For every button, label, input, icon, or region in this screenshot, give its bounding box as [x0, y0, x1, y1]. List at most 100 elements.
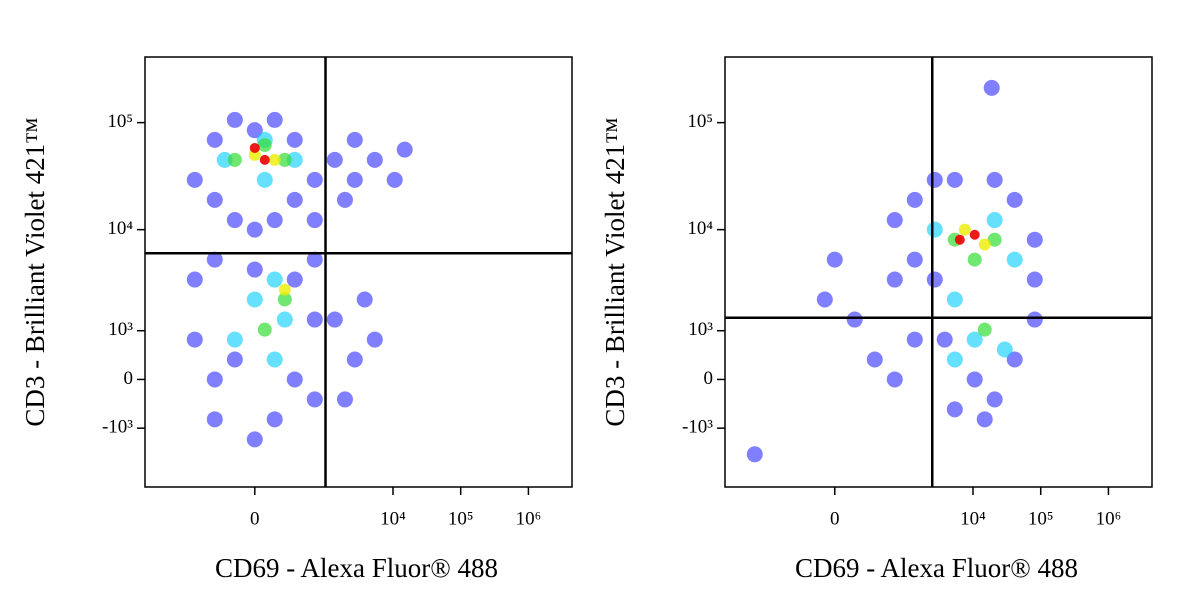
x-tick-label: 10⁵: [448, 508, 474, 529]
plot-frame: [724, 56, 1153, 488]
event-dot: [286, 151, 303, 168]
event-dot: [906, 331, 923, 348]
event-dot: [266, 271, 283, 288]
event-dot: [336, 391, 353, 408]
y-tick-label: 10³: [108, 319, 133, 340]
event-dot: [946, 401, 963, 418]
event-dot: [286, 371, 303, 388]
event-dot: [926, 171, 943, 188]
event-dot: [277, 152, 292, 167]
event-dot: [186, 331, 203, 348]
event-dot: [826, 251, 843, 268]
event-dot: [277, 292, 292, 307]
event-dot: [946, 291, 963, 308]
event-dot: [227, 152, 242, 167]
event-dot: [926, 271, 943, 288]
event-dot: [226, 111, 243, 128]
event-dot: [346, 171, 363, 188]
event-dot: [946, 351, 963, 368]
event-dot: [958, 223, 971, 236]
event-dot: [366, 151, 383, 168]
event-dot: [976, 411, 993, 428]
event-dot: [216, 151, 233, 168]
panel: 0 10⁴ 10⁵ 10⁶ -10³ 0 10³ 10⁴ 10⁵ CD69 - Alexa Flu…: [600, 56, 1153, 583]
event-dot: [249, 142, 260, 153]
x-tick-label: 10⁴: [960, 508, 986, 529]
event-dot: [346, 351, 363, 368]
event-dot: [286, 131, 303, 148]
y-tick-label: 0: [124, 368, 134, 389]
x-tick-label: 0: [830, 508, 840, 529]
event-dot: [926, 221, 943, 238]
x-tick-label: 10⁵: [1028, 508, 1054, 529]
event-dot: [987, 232, 1002, 247]
event-dot: [986, 171, 1003, 188]
event-dot: [1026, 231, 1043, 248]
points: [186, 111, 413, 448]
event-dot: [986, 212, 1003, 229]
event-dot: [306, 171, 323, 188]
event-dot: [257, 322, 272, 337]
event-dot: [983, 79, 1000, 96]
event-dot: [967, 252, 982, 267]
event-dot: [1006, 351, 1023, 368]
event-dot: [306, 311, 323, 328]
event-dot: [886, 212, 903, 229]
event-dot: [276, 311, 293, 328]
y-axis-title: CD3 - Brilliant Violet 421™: [600, 117, 630, 426]
event-dot: [246, 431, 263, 448]
event-dot: [969, 229, 980, 240]
event-dot: [266, 111, 283, 128]
event-dot: [966, 331, 983, 348]
event-dot: [206, 411, 223, 428]
panel: 0 10⁴ 10⁵ 10⁶ -10³ 0 10³ 10⁴ 10⁵ CD69 - Alexa Flu…: [20, 56, 573, 583]
x-tick-label: 0: [250, 508, 260, 529]
event-dot: [226, 212, 243, 229]
y-tick-label: 10⁵: [687, 111, 713, 132]
y-tick-label: 0: [704, 368, 714, 389]
event-dot: [954, 234, 965, 245]
points: [746, 79, 1043, 463]
event-dot: [286, 271, 303, 288]
event-dot: [336, 191, 353, 208]
event-dot: [306, 212, 323, 229]
event-dot: [346, 131, 363, 148]
event-dot: [257, 138, 272, 153]
event-dot: [846, 311, 863, 328]
y-tick-label: -10³: [682, 417, 713, 438]
event-dot: [1006, 251, 1023, 268]
x-axis-title: CD69 - Alexa Fluor® 488: [795, 553, 1078, 583]
event-dot: [886, 371, 903, 388]
event-dot: [1026, 271, 1043, 288]
event-dot: [326, 311, 343, 328]
event-dot: [206, 371, 223, 388]
event-dot: [886, 271, 903, 288]
event-dot: [256, 171, 273, 188]
event-dot: [186, 271, 203, 288]
event-dot: [996, 341, 1013, 358]
event-dot: [1026, 311, 1043, 328]
event-dot: [326, 151, 343, 168]
event-dot: [746, 446, 763, 463]
event-dot: [186, 171, 203, 188]
event-dot: [246, 291, 263, 308]
event-dot: [206, 191, 223, 208]
y-tick-label: 10⁴: [107, 218, 133, 239]
event-dot: [246, 122, 263, 139]
event-dot: [936, 331, 953, 348]
event-dot: [246, 221, 263, 238]
event-dot: [206, 131, 223, 148]
x-axis-title: CD69 - Alexa Fluor® 488: [215, 553, 498, 583]
y-axis-title: CD3 - Brilliant Violet 421™: [20, 117, 50, 426]
event-dot: [977, 322, 992, 337]
event-dot: [306, 391, 323, 408]
event-dot: [356, 291, 373, 308]
x-tick-label: 10⁶: [516, 508, 542, 529]
y-tick-label: 10⁴: [687, 218, 713, 239]
event-dot: [866, 351, 883, 368]
event-dot: [266, 212, 283, 229]
event-dot: [226, 351, 243, 368]
event-dot: [986, 391, 1003, 408]
event-dot: [266, 411, 283, 428]
